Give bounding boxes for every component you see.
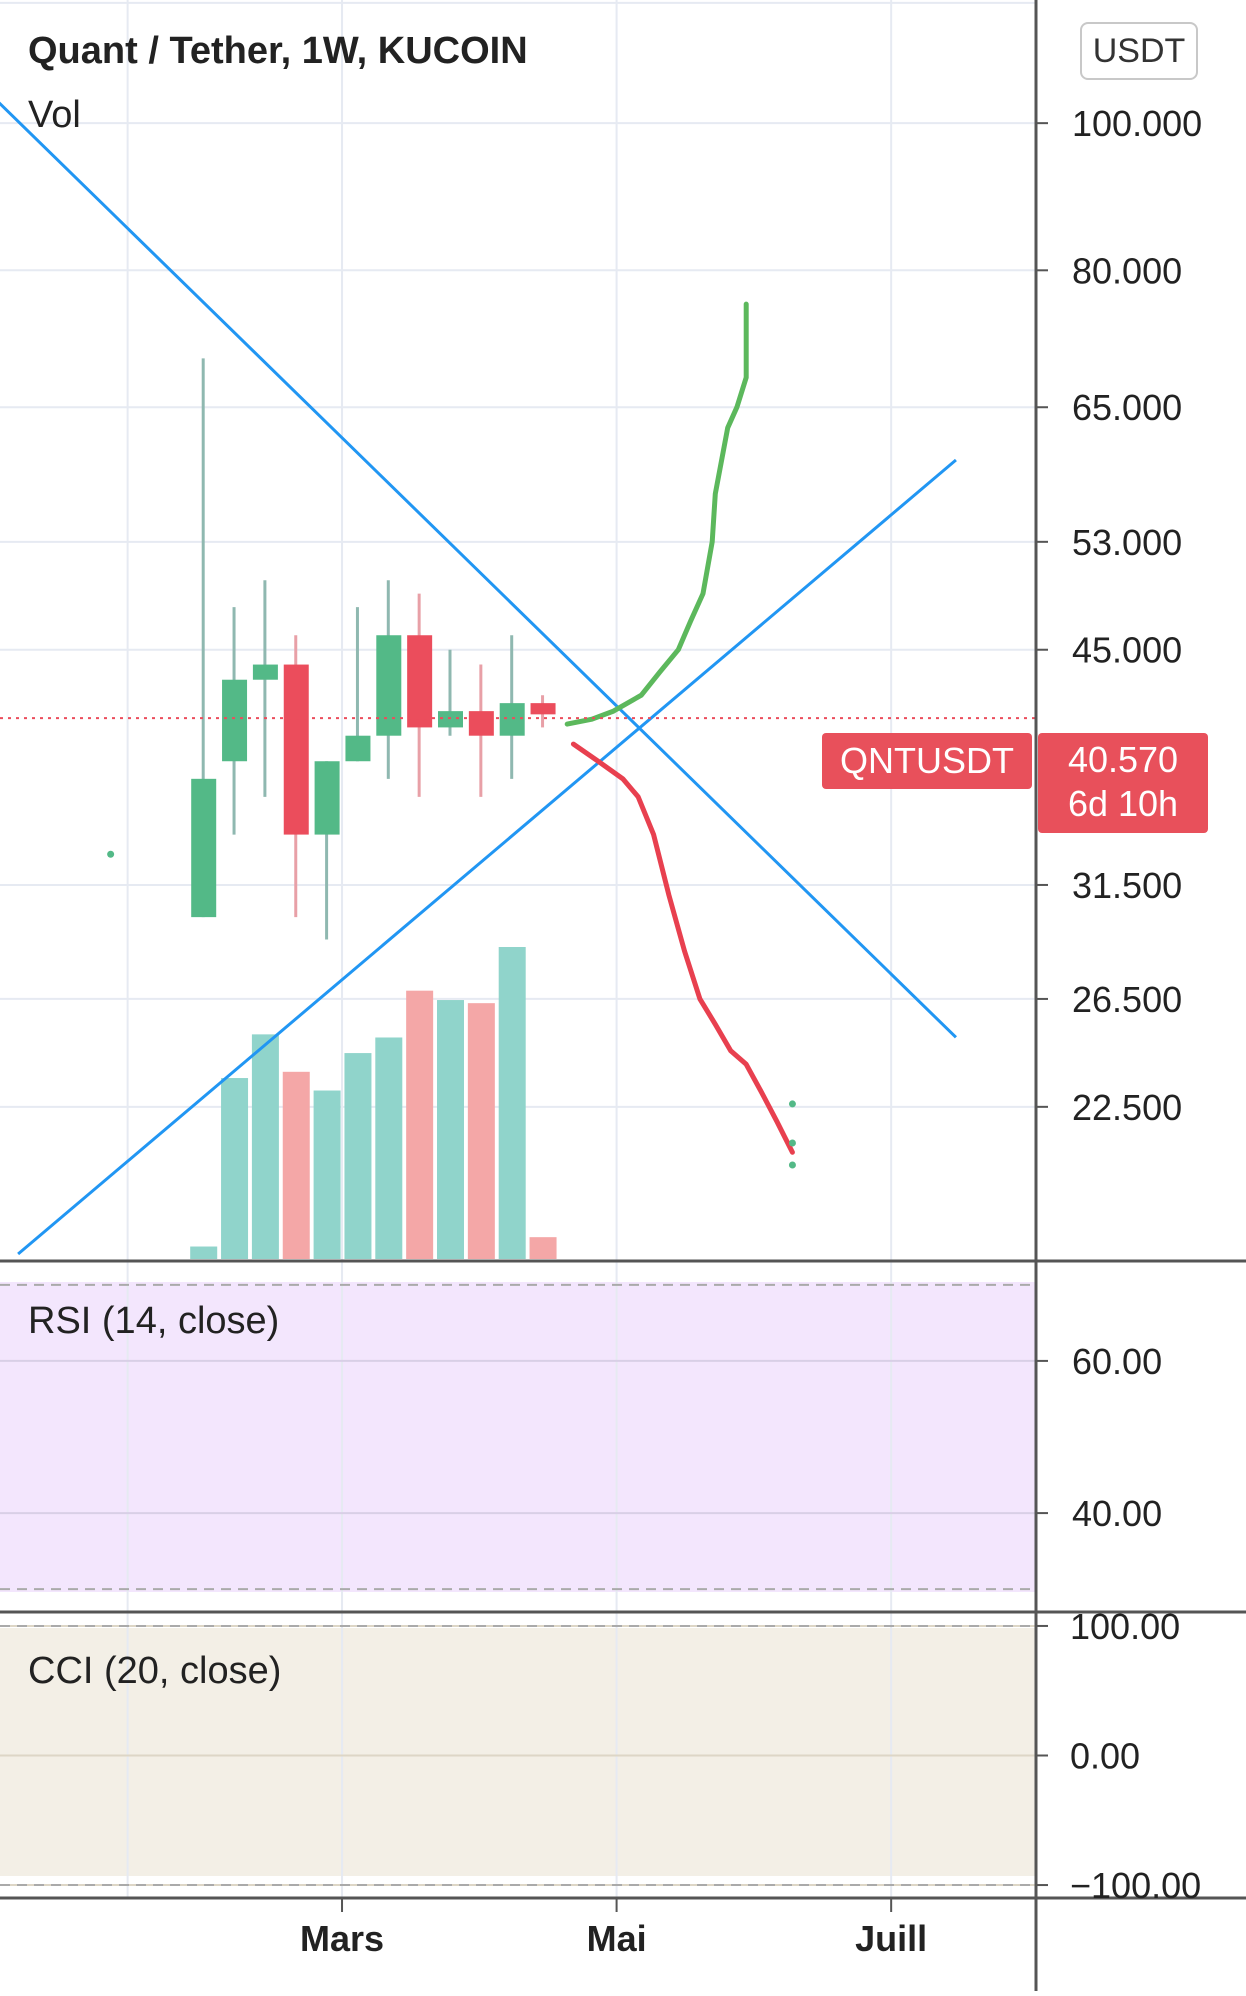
volume-bar [313,1090,341,1259]
price-axis-label: 22.500 [1072,1087,1182,1128]
candle-body [438,711,463,728]
volume-bar [375,1037,403,1259]
rsi-label: RSI (14, close) [28,1300,280,1342]
volume-bar [529,1237,557,1259]
cci-axis-label: −100.00 [1070,1865,1201,1906]
symbol-price-tag: QNTUSDT [822,733,1032,789]
time-axis-label: Mai [587,1918,647,1959]
candle-body [345,735,371,762]
candle-body [530,703,556,715]
rsi-axis-label: 60.00 [1072,1341,1162,1382]
volume-bar [251,1034,279,1259]
candle-body [314,761,340,835]
price-axis-label: 45.000 [1072,630,1182,671]
cci-label: CCI (20, close) [28,1650,282,1692]
trendline-ascending [17,458,957,1256]
time-axis-label: Mars [300,1918,384,1959]
volume-bar [282,1071,310,1259]
rsi-band-fill [0,1282,1036,1592]
candle-body [252,664,278,680]
volume-bar [344,1053,372,1259]
price-axis-label: 53.000 [1072,522,1182,563]
candle-body [468,711,494,736]
last-price-value: 40.570 [1067,739,1179,780]
marker-dot [107,850,115,858]
candle-body [407,635,433,728]
projection-bearish [570,741,795,1155]
candle-body [222,679,248,762]
price-axis-label: 100.000 [1072,103,1202,144]
marker-dot [788,1139,796,1147]
volume-bar [190,1246,218,1259]
time-axis-label: Juill [855,1918,927,1959]
volume-bar [498,947,526,1259]
currency-badge[interactable]: USDT [1080,22,1198,80]
candle-body [499,703,525,736]
volume-bar [221,1078,249,1259]
cci-axis-label: 0.00 [1070,1736,1140,1777]
marker-dot [788,1161,796,1169]
volume-bar [406,990,434,1259]
projection-bullish [564,301,749,727]
candle-body [283,664,309,835]
volume-bar [467,1003,495,1259]
rsi-axis-label: 40.00 [1072,1493,1162,1534]
cci-band-fill [0,1628,1036,1876]
price-axis-label: 31.500 [1072,865,1182,906]
trendline-descending [0,101,957,1039]
price-axis-label: 80.000 [1072,250,1182,291]
volume-bar [437,1000,464,1259]
candle-body [376,635,402,736]
marker-dot [788,1100,796,1108]
candle-countdown: 6d 10h [1067,783,1179,824]
cci-axis-label: 100.00 [1070,1606,1180,1647]
last-price-tag: 40.570 6d 10h [1038,733,1208,833]
candle-body [191,778,217,918]
price-axis-label: 65.000 [1072,387,1182,428]
price-axis-label: 26.500 [1072,979,1182,1020]
chart-title: Quant / Tether, 1W, KUCOIN [28,30,528,72]
volume-label: Vol [28,94,81,136]
